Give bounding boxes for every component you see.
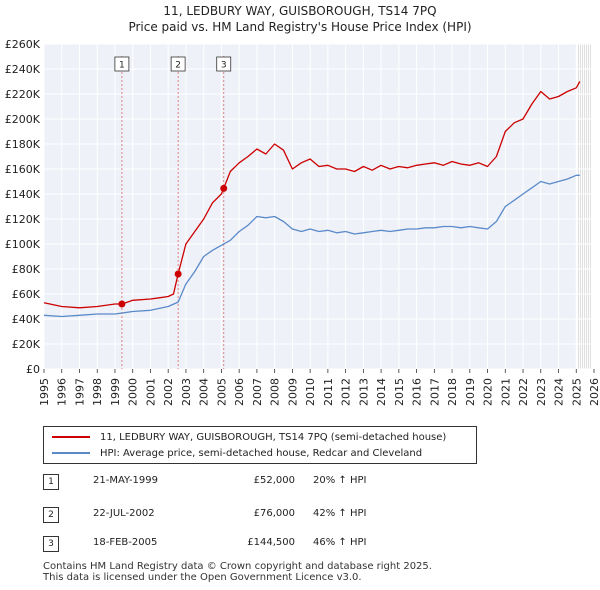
sale-hpi-change: 20% ↑ HPI <box>313 475 367 486</box>
sale-point <box>220 184 228 192</box>
x-tick-label: 2008 <box>269 378 282 406</box>
y-tick-label: £80K <box>12 263 41 276</box>
x-tick-label: 1997 <box>73 378 86 406</box>
sale-label-box <box>170 56 186 72</box>
x-tick-label: 2022 <box>517 378 530 406</box>
sale-date: 22-JUL-2002 <box>93 508 155 519</box>
x-tick-label: 2025 <box>570 378 583 406</box>
plot-area <box>44 44 594 369</box>
sale-hpi-change: 46% ↑ HPI <box>313 537 367 548</box>
x-tick-label: 2013 <box>357 378 370 406</box>
sale-label: 3 <box>221 61 227 71</box>
y-tick-label: £60K <box>12 288 41 301</box>
y-tick-label: £0 <box>26 363 40 376</box>
y-tick-label: £200K <box>5 113 41 126</box>
y-tick-label: £240K <box>5 63 41 76</box>
y-tick-label: £180K <box>5 138 41 151</box>
footer: Contains HM Land Registry data © Crown c… <box>43 561 432 583</box>
series-line-hpi <box>43 174 580 318</box>
legend-swatch-property <box>52 436 90 438</box>
sale-row: 1 21-MAY-1999 £52,000 20% ↑ HPI <box>43 474 463 490</box>
x-tick-label: 2011 <box>322 378 335 406</box>
x-tick-label: 2021 <box>499 378 512 406</box>
x-tick-label: 2020 <box>482 378 495 406</box>
x-tick-label: 2001 <box>144 378 157 406</box>
sale-label-box <box>114 56 130 72</box>
x-tick-label: 2005 <box>215 378 228 406</box>
sale-point <box>118 300 126 308</box>
x-tick-label: 2019 <box>464 378 477 406</box>
x-tick-label: 2023 <box>535 378 548 406</box>
y-tick-label: £140K <box>5 188 41 201</box>
x-tick-label: 2010 <box>304 378 317 406</box>
x-tick-label: 2006 <box>233 378 246 406</box>
x-tick-label: 2018 <box>446 378 459 406</box>
sale-label-box <box>216 56 232 72</box>
y-tick-label: £40K <box>12 313 41 326</box>
legend-label-property: 11, LEDBURY WAY, GUISBOROUGH, TS14 7PQ (… <box>100 431 447 443</box>
sale-number-badge: 2 <box>43 507 59 523</box>
legend-swatch-hpi <box>52 452 90 454</box>
forecast-region <box>576 44 594 369</box>
x-tick-label: 2007 <box>251 378 264 406</box>
x-tick-label: 2012 <box>340 378 353 406</box>
sale-date: 21-MAY-1999 <box>93 475 159 486</box>
x-tick-label: 2017 <box>428 378 441 406</box>
x-tick-label: 2000 <box>127 378 140 406</box>
sale-number-badge: 3 <box>43 536 59 552</box>
sale-hpi-change: 42% ↑ HPI <box>313 508 367 519</box>
y-tick-label: £220K <box>5 88 41 101</box>
y-tick-label: £100K <box>5 238 41 251</box>
x-tick-label: 1995 <box>38 378 51 406</box>
x-tick-label: 2014 <box>375 378 388 406</box>
sale-date: 18-FEB-2005 <box>93 537 158 548</box>
sale-label: 1 <box>119 61 125 71</box>
x-tick-label: 2009 <box>286 378 299 406</box>
x-tick-label: 2026 <box>588 378 600 406</box>
series-line-property <box>43 81 581 309</box>
sale-price: £76,000 <box>253 508 295 519</box>
sale-row: 2 22-JUL-2002 £76,000 42% ↑ HPI <box>43 507 463 523</box>
sale-number-badge: 1 <box>43 474 59 490</box>
sale-price: £144,500 <box>247 537 295 548</box>
legend-item-property: 11, LEDBURY WAY, GUISBOROUGH, TS14 7PQ (… <box>52 429 446 445</box>
x-tick-label: 2004 <box>198 378 211 406</box>
sale-row: 3 18-FEB-2005 £144,500 46% ↑ HPI <box>43 536 463 552</box>
chart-subtitle: Price paid vs. HM Land Registry's House … <box>128 20 472 34</box>
legend-item-hpi: HPI: Average price, semi-detached house,… <box>52 445 422 461</box>
x-tick-label: 1999 <box>109 378 122 406</box>
y-tick-label: £120K <box>5 213 41 226</box>
y-tick-label: £160K <box>5 163 41 176</box>
footer-copyright: Contains HM Land Registry data © Crown c… <box>43 561 432 572</box>
x-tick-label: 2016 <box>411 378 424 406</box>
x-tick-label: 2003 <box>180 378 193 406</box>
sale-point <box>174 270 182 278</box>
price-chart: 1 2 3 £0 £20K £40K £60K £80K £100K £120K £140K £160… <box>5 38 600 406</box>
x-tick-label: 1998 <box>91 378 104 406</box>
y-tick-label: £20K <box>12 338 41 351</box>
y-tick-label: £260K <box>5 38 41 51</box>
chart-title: 11, LEDBURY WAY, GUISBOROUGH, TS14 7PQ <box>163 4 437 18</box>
sale-label: 2 <box>175 61 181 71</box>
x-tick-label: 2002 <box>162 378 175 406</box>
x-tick-label: 2015 <box>393 378 406 406</box>
x-tick-label: 1996 <box>56 378 69 406</box>
legend-label-hpi: HPI: Average price, semi-detached house,… <box>100 447 423 459</box>
x-tick-label: 2024 <box>553 378 566 406</box>
legend: 11, LEDBURY WAY, GUISBOROUGH, TS14 7PQ (… <box>43 426 477 464</box>
sale-price: £52,000 <box>253 475 295 486</box>
footer-licence: This data is licensed under the Open Gov… <box>43 572 362 583</box>
